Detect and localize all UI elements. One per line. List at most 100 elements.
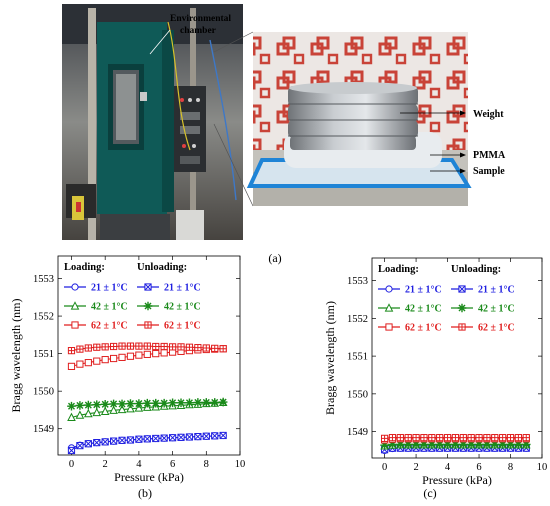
data-point xyxy=(482,440,492,449)
chart-c: 0 2 4 6 8 10 1549 1550 1551 1552 1553 Pressure (kPa… xyxy=(323,257,547,487)
legend-label: 62 ± 1°C xyxy=(405,323,442,334)
x-tick-label: 0 xyxy=(69,459,74,470)
y-tick-label: 1553 xyxy=(347,276,368,287)
series-sqcross xyxy=(380,434,530,442)
legend-entry: 62 ± 1°C xyxy=(137,321,201,332)
legend-label: 21 ± 1°C xyxy=(164,283,201,294)
legend-title-unloading: Unloading: xyxy=(137,262,187,273)
plot-area xyxy=(371,257,543,459)
data-point xyxy=(490,440,500,449)
data-point xyxy=(177,433,185,441)
data-point xyxy=(443,440,452,449)
data-point xyxy=(152,434,160,443)
data-point xyxy=(219,431,227,440)
data-point xyxy=(436,434,444,442)
data-point xyxy=(143,350,151,358)
data-point xyxy=(458,440,468,449)
data-point xyxy=(491,434,499,442)
x-tick-label: 4 xyxy=(445,462,451,473)
data-point xyxy=(160,342,168,351)
data-point xyxy=(514,434,522,442)
y-tick-label: 1553 xyxy=(33,274,54,285)
panel-label-a: (a) xyxy=(268,251,281,265)
data-point xyxy=(160,434,168,442)
data-point xyxy=(168,343,177,351)
data-point xyxy=(193,398,203,407)
data-point xyxy=(84,400,93,410)
legend-entry: 42 ± 1°C xyxy=(137,302,201,313)
data-point xyxy=(396,434,404,442)
legend-entry: 21 ± 1°C xyxy=(64,283,128,294)
data-point xyxy=(84,344,92,352)
data-point xyxy=(474,440,484,449)
data-point xyxy=(143,342,151,350)
data-point xyxy=(101,438,109,446)
data-point xyxy=(118,342,126,350)
data-point xyxy=(420,434,428,442)
data-point xyxy=(93,357,101,365)
x-tick-label: 8 xyxy=(508,462,513,473)
data-point xyxy=(451,440,460,449)
panel-label-b: (b) xyxy=(138,486,152,500)
data-point xyxy=(451,434,460,442)
legend-marker xyxy=(458,323,466,331)
data-point xyxy=(218,397,228,407)
pmma-label: PMMA xyxy=(473,150,506,161)
legend-entry: 62 ± 1°C xyxy=(378,323,442,334)
data-point xyxy=(67,412,76,422)
data-point xyxy=(135,342,143,350)
data-point xyxy=(75,401,85,410)
x-tick-label: 6 xyxy=(476,462,481,473)
x-tick-label: 10 xyxy=(235,459,246,470)
data-point xyxy=(126,399,135,408)
series-xbox xyxy=(67,431,227,455)
legend-marker xyxy=(71,283,79,291)
chart-b: 0 2 4 6 8 10 1549 1550 1551 1552 1553 Pressure (kPa… xyxy=(9,255,246,484)
data-point xyxy=(110,437,118,445)
data-point xyxy=(521,440,531,449)
data-point xyxy=(109,399,118,409)
legend-entry: 21 ± 1°C xyxy=(137,283,201,294)
data-point xyxy=(419,440,429,449)
legend-marker xyxy=(458,285,466,293)
y-tick-label: 1552 xyxy=(347,314,368,325)
data-point xyxy=(168,398,177,408)
x-axis-label: Pressure (kPa) xyxy=(422,473,492,487)
data-point xyxy=(75,410,85,419)
chamber-label-line1: Environmental xyxy=(170,14,231,24)
y-tick-label: 1549 xyxy=(347,427,368,438)
x-tick-label: 6 xyxy=(170,459,175,470)
x-tick-label: 8 xyxy=(204,459,209,470)
data-point xyxy=(126,352,135,360)
legend-entry: 62 ± 1°C xyxy=(64,321,128,332)
data-point xyxy=(100,406,110,416)
data-point xyxy=(110,342,118,351)
legend-label: 62 ± 1°C xyxy=(91,321,128,332)
sample-label: Sample xyxy=(473,166,505,177)
data-point xyxy=(135,435,143,443)
data-point xyxy=(396,440,405,449)
data-point xyxy=(435,440,444,449)
data-point xyxy=(110,354,118,363)
data-point xyxy=(168,434,177,442)
zoom-connector-top xyxy=(213,31,254,53)
legend-marker xyxy=(70,301,80,310)
legend-marker xyxy=(384,303,394,312)
data-point xyxy=(92,407,102,417)
legend-title-loading: Loading: xyxy=(64,262,105,273)
data-point xyxy=(499,434,507,442)
legend: Loading: Unloading: 21 ± 1°C 21 ± 1°C 42 ± 1… xyxy=(64,262,201,332)
data-point xyxy=(118,436,126,444)
data-point xyxy=(143,435,151,443)
data-point xyxy=(117,399,127,409)
x-tick-label: 4 xyxy=(136,459,142,470)
data-point xyxy=(459,434,467,442)
data-point xyxy=(380,434,389,442)
data-point xyxy=(177,343,185,351)
data-point xyxy=(411,440,421,449)
data-point xyxy=(506,434,515,442)
data-point xyxy=(428,434,436,442)
data-point xyxy=(151,398,161,408)
legend-label: 42 ± 1°C xyxy=(478,304,515,315)
